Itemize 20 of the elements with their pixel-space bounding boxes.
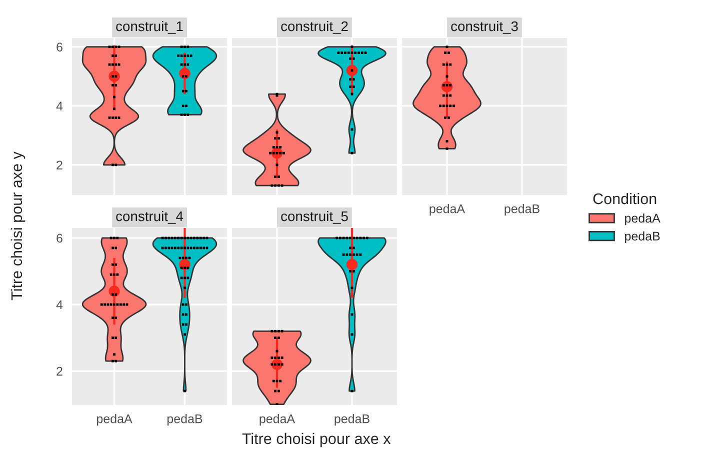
x-tick-label: pedaA: [260, 414, 296, 426]
y-tick-label: 6: [56, 234, 62, 243]
chart-title: construit_1: [116, 20, 183, 34]
x-axis-title: Titre choisi pour axe x: [242, 432, 391, 448]
x-tick-label: pedaB: [167, 414, 202, 426]
chart-title: construit_4: [116, 210, 184, 224]
y-tick-label: 4: [56, 300, 63, 310]
category-label: pedaA: [625, 213, 660, 226]
legend-title: Condition: [593, 192, 656, 204]
category-label: pedaB: [625, 231, 660, 244]
y-tick-label: 4: [56, 102, 63, 110]
y-tick-label: 2: [56, 366, 62, 376]
y-tick-label: 6: [56, 42, 62, 52]
x-tick-label: pedaB: [334, 414, 370, 426]
x-tick-label: pedaA: [97, 414, 132, 426]
chart-title: construit_5: [281, 210, 348, 224]
y-axis-title: Titre choisi pour axe y: [10, 152, 26, 300]
chart-title: construit_2: [281, 20, 348, 34]
chart-title: construit_3: [451, 20, 518, 34]
y-tick-label: 2: [56, 160, 62, 170]
